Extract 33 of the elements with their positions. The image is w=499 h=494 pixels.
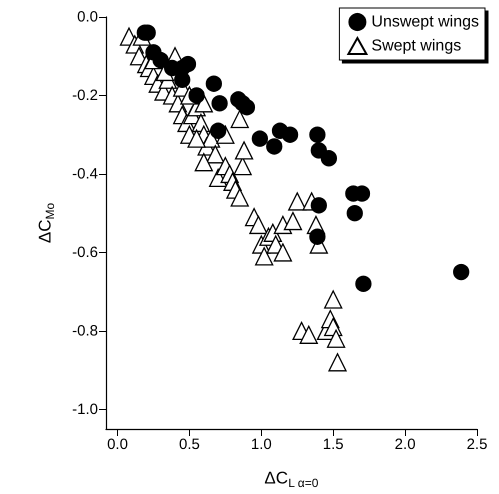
point <box>310 197 327 214</box>
point <box>188 87 205 104</box>
point <box>309 228 326 245</box>
point <box>206 76 222 92</box>
point <box>309 126 326 143</box>
point <box>210 122 226 139</box>
y-tick-label: -0.8 <box>72 322 98 340</box>
y-axis-title: ΔCMo <box>36 202 57 244</box>
x-tick-label: 2.5 <box>466 436 488 453</box>
y-tick-label: 0.0 <box>77 8 98 26</box>
point <box>211 95 228 112</box>
x-tick-label: 1.5 <box>322 436 344 453</box>
x-tick-label: 0.0 <box>107 436 128 453</box>
point <box>346 205 363 222</box>
point <box>238 99 256 116</box>
point <box>180 56 196 72</box>
x-tick-label: 2.0 <box>394 436 416 453</box>
point <box>174 72 190 88</box>
point <box>453 264 470 280</box>
x-tick-label: 0.5 <box>178 436 200 453</box>
legend-label: Swept wings <box>371 38 462 54</box>
legend-label: Unswept wings <box>371 14 480 30</box>
point <box>152 52 169 68</box>
y-tick-label: -0.4 <box>72 165 98 182</box>
point <box>320 150 338 166</box>
y-tick-label: -0.6 <box>72 244 98 261</box>
y-tick-label: -0.2 <box>72 86 98 104</box>
point <box>282 126 298 143</box>
point <box>266 138 282 155</box>
x-tick-label: 1.0 <box>250 436 272 453</box>
point <box>252 130 268 147</box>
y-tick-label: -1.0 <box>72 400 98 418</box>
point <box>355 276 372 292</box>
